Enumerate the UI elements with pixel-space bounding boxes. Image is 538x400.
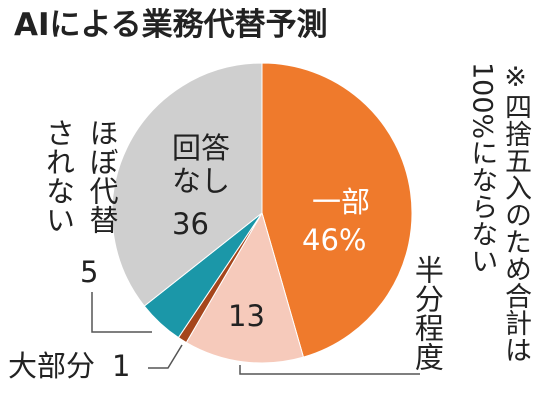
slice-label: 回答なし [172, 131, 231, 199]
value-label: 13 [228, 299, 265, 333]
pie-slice [111, 62, 263, 307]
leader-line [91, 292, 152, 333]
chart-title: AIによる業務代替予測 [14, 7, 328, 43]
slice-label: ほぼ代替されない [41, 118, 120, 234]
value-label: 36 [172, 207, 209, 241]
value-label: 5 [80, 255, 99, 289]
note: ※四捨五入のため合計は100%にならない [466, 62, 531, 363]
value-label: 1 [112, 349, 131, 383]
pie-slice [185, 211, 305, 364]
pie-slice [261, 62, 413, 358]
value-label: 46% [302, 223, 367, 257]
slice-label: 半分程度 [410, 255, 445, 371]
slice-label: 大部分 [8, 349, 96, 383]
leader-line [148, 344, 183, 369]
slice-label: 一部 [312, 185, 371, 219]
leader-line [239, 365, 420, 375]
